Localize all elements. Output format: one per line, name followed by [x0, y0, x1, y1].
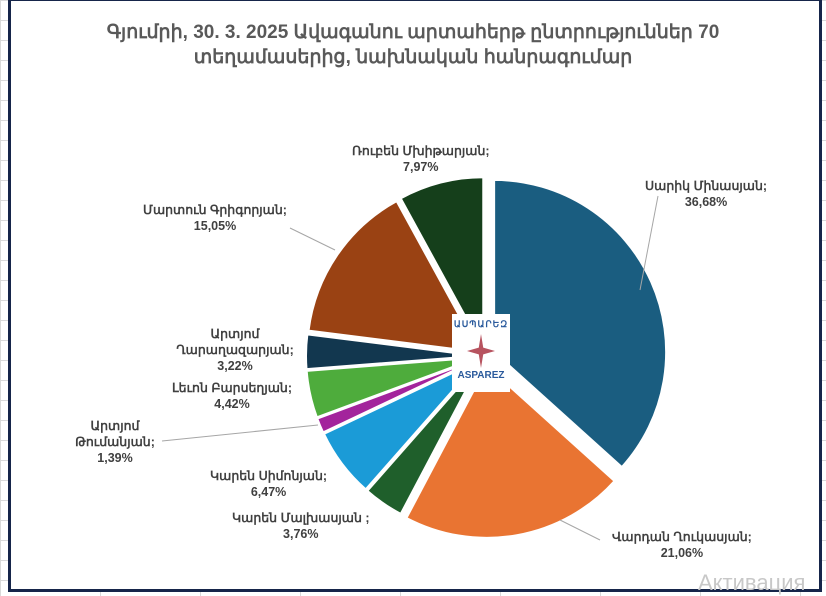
data-label-7: Մարտուն Գրիգորյան; 15,05%: [143, 203, 287, 233]
pie-slice-3[interactable]: [322, 359, 481, 491]
leader-line-2: [161, 424, 319, 442]
data-label-0: Սարիկ Մինասյան; 36,68%: [645, 179, 768, 209]
logo-armenian: ԱՍՊԱՐԵԶ: [453, 319, 509, 329]
asparez-logo: ԱՍՊԱՐԵԶ ASPAREZ: [452, 314, 510, 392]
data-label-5: Լեւոն Բարսեղյան; 4,42%: [172, 381, 293, 411]
leader-line-1: [559, 519, 601, 541]
data-label-3: Կարեն Սիմոնյան; 6,47%: [210, 469, 328, 499]
leader-line-0: [639, 195, 659, 291]
leader-line-3: [289, 227, 336, 251]
pie-slice-5[interactable]: [305, 356, 479, 419]
data-label-4: Արտյոմ Թումանյան; 1,39%: [75, 419, 155, 465]
data-label-8: Ռուբեն Մխիթարյան; 7,97%: [352, 144, 490, 174]
pie-slice-2[interactable]: [365, 361, 482, 516]
data-label-6: Արտյոմ Ղարաղազարյան; 3,22%: [176, 327, 294, 373]
activation-watermark: Активация: [698, 570, 806, 595]
pie-slice-8[interactable]: [399, 176, 485, 350]
logo-latin: ASPAREZ: [457, 370, 505, 381]
data-label-1: Վարդան Ղուկասյան; 21,06%: [612, 530, 752, 560]
chart-title: Գյումրի, 30. 3. 2025 Ավագանու արտահերթ ը…: [106, 22, 720, 68]
pie-slice-7[interactable]: [307, 199, 482, 354]
data-label-2: Կարեն Մալխասյան ; 3,76%: [232, 511, 370, 541]
pie-slice-0[interactable]: [493, 178, 668, 469]
pie-slice-4[interactable]: [316, 357, 479, 434]
pie-slice-1[interactable]: [405, 364, 616, 539]
logo-star-icon: [467, 334, 495, 368]
pie-slice-6[interactable]: [305, 333, 479, 371]
